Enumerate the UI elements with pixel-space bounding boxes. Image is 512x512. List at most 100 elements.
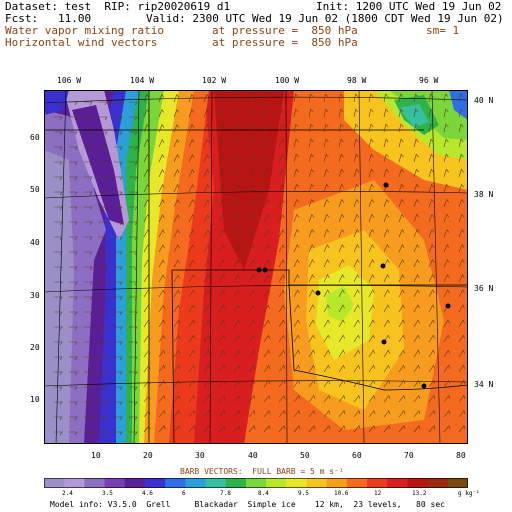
- wind-barb: [233, 138, 240, 148]
- wind-barb: [458, 259, 465, 268]
- wind-barb: [293, 123, 299, 133]
- wind-barb: [143, 154, 150, 163]
- wind-barb: [203, 108, 210, 118]
- wind-barb: [69, 356, 78, 361]
- colorbar-label: 13.2: [412, 490, 427, 497]
- wind-barb: [428, 228, 435, 238]
- wind-barb: [188, 425, 196, 433]
- state-boundaries: [44, 90, 468, 444]
- wind-barb: [428, 394, 436, 403]
- wind-barb: [428, 138, 434, 148]
- wind-barb: [368, 213, 375, 223]
- wind-barb: [143, 289, 150, 298]
- wind-barb: [353, 425, 361, 433]
- wind-barb: [54, 191, 63, 196]
- wind-barb: [443, 183, 450, 193]
- wind-barb: [218, 379, 226, 388]
- wind-barb: [323, 213, 330, 223]
- wind-barb: [293, 425, 301, 433]
- wind-barb: [308, 183, 315, 193]
- wind-barb: [263, 214, 270, 223]
- wind-barb: [413, 168, 419, 178]
- wind-barb: [308, 198, 315, 208]
- wind-barb: [218, 334, 226, 343]
- wind-barb: [114, 326, 123, 331]
- wind-barb: [278, 379, 286, 388]
- wind-barb: [398, 213, 405, 223]
- wind-barb: [233, 229, 240, 238]
- colorbar-frame: [44, 478, 468, 488]
- wind-barb: [383, 274, 390, 283]
- wind-barb: [308, 168, 314, 178]
- wind-barb: [129, 191, 138, 196]
- wind-barb: [458, 349, 466, 358]
- wind-barb: [84, 161, 93, 166]
- wind-barb: [353, 304, 360, 313]
- wind-barb: [233, 425, 241, 433]
- wind-barb: [263, 229, 270, 238]
- wind-barb: [54, 296, 63, 301]
- wind-barb: [458, 93, 464, 103]
- wind-barb: [84, 341, 93, 346]
- wind-barb: [69, 386, 78, 391]
- colorbar-swatch: [306, 478, 328, 488]
- wind-barb: [158, 379, 166, 388]
- colorbar-swatch: [286, 478, 307, 488]
- wind-barb: [99, 266, 108, 271]
- wind-barb: [263, 169, 270, 178]
- wind-barb: [99, 281, 108, 286]
- wind-barb: [129, 431, 138, 436]
- wind-barb: [428, 349, 436, 358]
- wind-barb: [323, 334, 330, 343]
- wind-barb: [428, 425, 436, 433]
- wind-barb: [84, 251, 93, 256]
- wind-barb: [188, 169, 195, 178]
- wind-barb: [428, 168, 434, 178]
- wind-barb: [143, 395, 151, 403]
- wind-barb: [398, 228, 405, 238]
- wind-barb: [203, 289, 210, 298]
- wind-barb: [188, 214, 195, 223]
- wind-barb: [383, 289, 390, 298]
- wind-barb: [278, 410, 286, 418]
- wind-barb: [233, 184, 240, 193]
- wind-barb: [99, 431, 108, 436]
- wind-barb: [129, 101, 138, 106]
- wind-barbs: [54, 93, 466, 436]
- wind-barb: [69, 281, 78, 286]
- grid-x-tick: 10: [91, 451, 101, 460]
- wind-barb: [233, 154, 240, 163]
- wind-barb: [248, 425, 256, 433]
- wind-barb: [278, 184, 285, 193]
- wind-barb: [54, 431, 63, 436]
- wind-barb: [413, 228, 420, 238]
- wind-barb: [413, 289, 420, 298]
- colorbar-swatch: [185, 478, 207, 488]
- wind-barb: [263, 199, 270, 208]
- field2-pressure: at pressure = 850 hPa: [212, 36, 358, 49]
- colorbar-swatch: [407, 478, 429, 488]
- wind-barb: [158, 274, 165, 283]
- lat-lon-grid: [44, 90, 468, 444]
- wind-barb: [368, 364, 376, 373]
- wind-barb: [248, 289, 255, 298]
- wind-barb: [158, 289, 165, 298]
- wind-barb: [143, 214, 150, 223]
- wind-barb: [293, 289, 300, 298]
- colorbar-swatch: [44, 478, 65, 488]
- wind-barb: [443, 108, 449, 118]
- wind-barb: [114, 191, 123, 196]
- wind-barb: [84, 146, 93, 151]
- wind-barb: [443, 228, 450, 238]
- wind-barb: [99, 206, 108, 211]
- wind-barb: [188, 123, 195, 133]
- wind-barb: [263, 154, 270, 163]
- wind-barb: [353, 198, 360, 208]
- wind-barb: [263, 289, 270, 298]
- wind-barb: [353, 334, 360, 343]
- colorbar-swatch: [84, 478, 106, 488]
- wind-barb: [293, 108, 299, 118]
- wind-barb: [443, 213, 450, 223]
- grid-x-tick: 60: [352, 451, 362, 460]
- wind-barb: [218, 425, 226, 433]
